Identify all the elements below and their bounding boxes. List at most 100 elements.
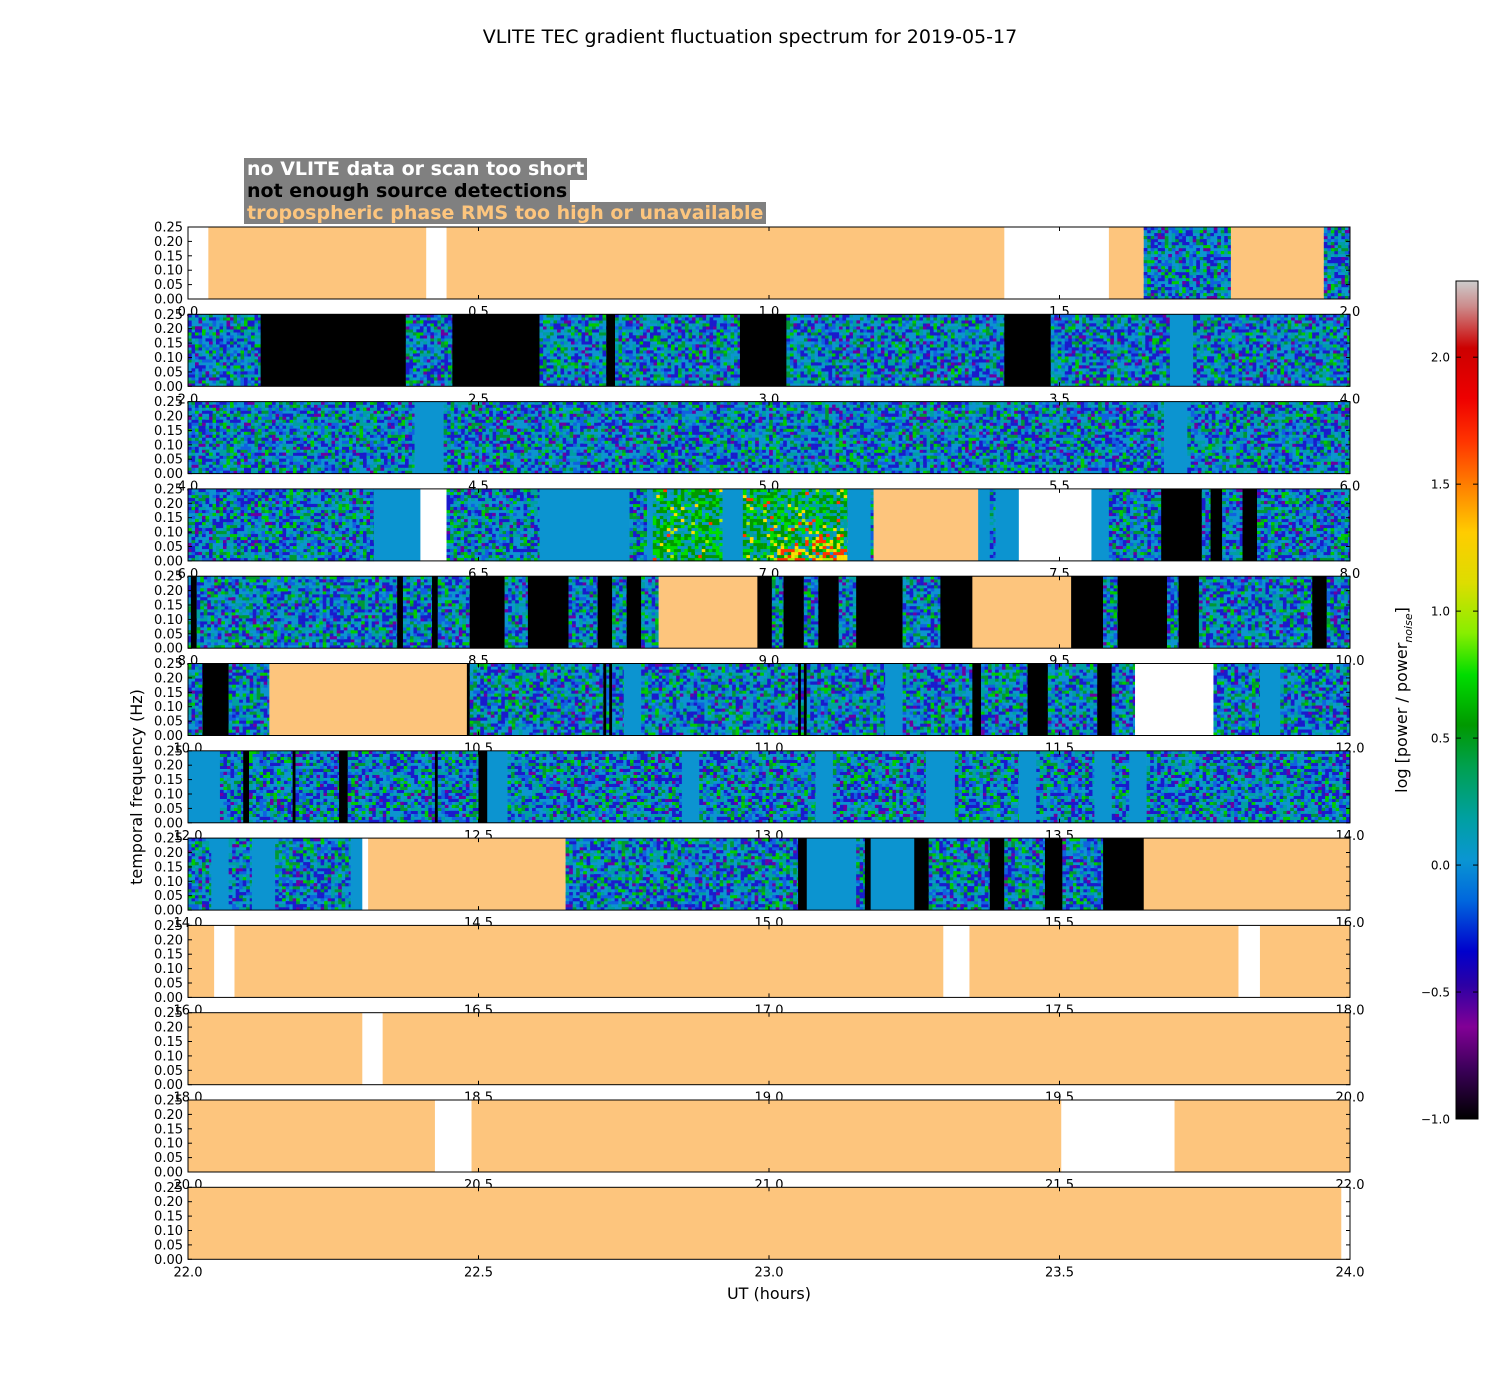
spectrum-cell <box>413 380 417 383</box>
spectrum-cell <box>255 329 259 332</box>
spectrum-cell <box>188 344 192 347</box>
spectrum-cell <box>571 374 575 377</box>
spectrum-cell <box>1154 293 1158 296</box>
spectrum-cell <box>244 326 248 329</box>
spectrum-cell <box>188 332 192 335</box>
spectrum-cell <box>220 344 224 347</box>
spectrum-cell <box>209 335 213 338</box>
spectrum-cell <box>1334 236 1338 239</box>
spectrum-cell <box>1341 275 1345 278</box>
spectrum-cell <box>1144 272 1148 275</box>
spectrum-cell <box>441 371 445 374</box>
spectrum-cell <box>441 323 445 326</box>
spectrum-cell <box>234 377 238 380</box>
spectrum-cell <box>216 362 220 365</box>
spectrum-cell <box>444 338 448 341</box>
spectrum-cell <box>1331 266 1335 269</box>
spectrum-cell <box>223 353 227 356</box>
spectrum-cell <box>1324 290 1328 293</box>
spectrum-cell <box>1217 272 1221 275</box>
spectrum-cell <box>241 377 245 380</box>
spectrum-cell <box>227 338 231 341</box>
spectrum-cell <box>1324 272 1328 275</box>
spectrum-cell <box>230 353 234 356</box>
spectrum-cell <box>1345 266 1349 269</box>
spectrum-cell <box>416 368 420 371</box>
spectrum-cell <box>585 356 589 359</box>
spectrum-cell <box>241 338 245 341</box>
spectrum-cell <box>575 377 579 380</box>
spectrum-cell <box>1186 263 1190 266</box>
spectrum-cell <box>1154 233 1158 236</box>
spectrum-cell <box>1144 257 1148 260</box>
spectrum-cell <box>406 353 410 356</box>
spectrum-cell <box>241 317 245 320</box>
spectrum-cell <box>416 323 420 326</box>
spectrum-cell <box>409 362 413 365</box>
segment-tropo <box>1231 227 1324 299</box>
spectrum-cell <box>209 347 213 350</box>
spectrum-cell <box>599 380 603 383</box>
spectrum-cell <box>248 380 252 383</box>
spectrum-cell <box>220 338 224 341</box>
spectrum-cell <box>1217 287 1221 290</box>
spectrum-cell <box>1168 257 1172 260</box>
spectrum-cell <box>578 356 582 359</box>
spectrum-cell <box>1210 278 1214 281</box>
spectrum-cell <box>409 380 413 383</box>
spectrum-cell <box>430 371 434 374</box>
spectrum-cell <box>423 320 427 323</box>
spectrum-cell <box>1338 251 1342 254</box>
spectrum-cell <box>437 320 441 323</box>
spectrum-cell <box>188 335 192 338</box>
segment-spectrum <box>406 314 453 386</box>
segment-nodata <box>426 227 447 299</box>
spectrum-cell <box>434 323 438 326</box>
spectrum-cell <box>199 371 203 374</box>
spectrum-cell <box>557 377 561 380</box>
spectrum-cell <box>234 338 238 341</box>
spectrum-cell <box>241 371 245 374</box>
spectrum-cell <box>1327 278 1331 281</box>
spectrum-cell <box>1203 263 1207 266</box>
spectrum-cell <box>1161 284 1165 287</box>
spectrum-cell <box>1228 269 1231 272</box>
spectrum-cell <box>547 347 551 350</box>
spectrum-cell <box>406 380 410 383</box>
spectrum-cell <box>1196 260 1200 263</box>
spectrum-cell <box>1207 236 1211 239</box>
spectrum-cell <box>206 338 210 341</box>
spectrum-cell <box>406 365 410 368</box>
spectrum-cell <box>1175 287 1179 290</box>
spectrum-cell <box>1161 278 1165 281</box>
spectrum-cell <box>409 320 413 323</box>
spectrum-cell <box>1144 251 1148 254</box>
spectrum-cell <box>1161 257 1165 260</box>
spectrum-cell <box>1147 230 1151 233</box>
spectrum-cell <box>1182 236 1186 239</box>
spectrum-cell <box>223 329 227 332</box>
spectrum-cell <box>448 362 452 365</box>
spectrum-cell <box>209 377 213 380</box>
spectrum-cell <box>1228 230 1231 233</box>
spectrum-cell <box>1186 233 1190 236</box>
spectrum-cell <box>409 338 413 341</box>
spectrum-cell <box>1228 248 1231 251</box>
spectrum-cell <box>1154 281 1158 284</box>
spectrum-cell <box>409 329 413 332</box>
spectrum-cell <box>434 332 438 335</box>
spectrum-cell <box>192 371 196 374</box>
spectrum-cell <box>430 332 434 335</box>
spectrum-cell <box>441 362 445 365</box>
spectrum-cell <box>1334 251 1338 254</box>
spectrum-cell <box>195 353 199 356</box>
spectrum-cell <box>1203 239 1207 242</box>
spectrum-cell <box>1214 287 1218 290</box>
spectrum-cell <box>596 365 600 368</box>
spectrum-cell <box>448 323 452 326</box>
spectrum-cell <box>406 362 410 365</box>
spectrum-cell <box>1158 263 1162 266</box>
spectrum-cell <box>1147 266 1151 269</box>
spectrum-cell <box>244 371 248 374</box>
spectrum-cell <box>202 329 206 332</box>
